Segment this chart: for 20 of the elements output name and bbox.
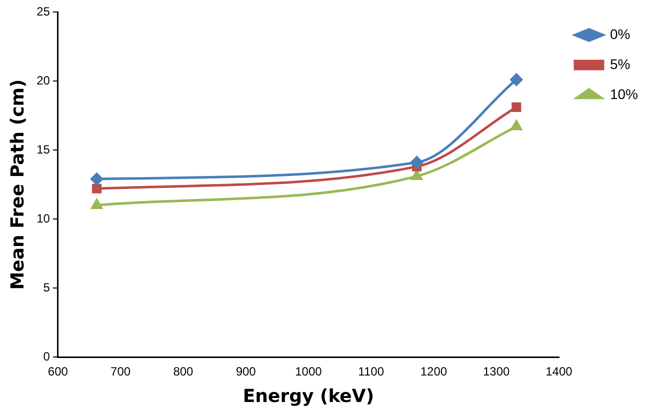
x-tick-label: 1200 [420,364,448,379]
x-tick-label: 900 [236,364,256,379]
y-axis-title: Mean Free Path (cm) [7,79,28,290]
y-tick-label: 5 [43,280,50,294]
x-tick-label: 1100 [358,364,384,379]
legend-label: 5% [610,56,630,72]
y-tick-label: 0 [43,349,50,364]
x-tick-label: 1400 [546,364,573,379]
x-tick-label: 600 [48,364,68,379]
legend-label: 10% [610,86,638,102]
x-tick-label: 700 [110,364,131,379]
x-tick-label: 800 [173,364,194,379]
x-axis-title: Energy (keV) [242,386,374,407]
y-tick-label: 25 [36,4,50,18]
x-tick-label: 1300 [483,364,510,379]
y-tick-label: 15 [36,142,50,156]
legend-label: 0% [610,26,630,42]
y-tick-label: 10 [36,211,50,226]
x-tick-label: 1000 [295,364,322,379]
y-tick-label: 20 [36,73,50,88]
